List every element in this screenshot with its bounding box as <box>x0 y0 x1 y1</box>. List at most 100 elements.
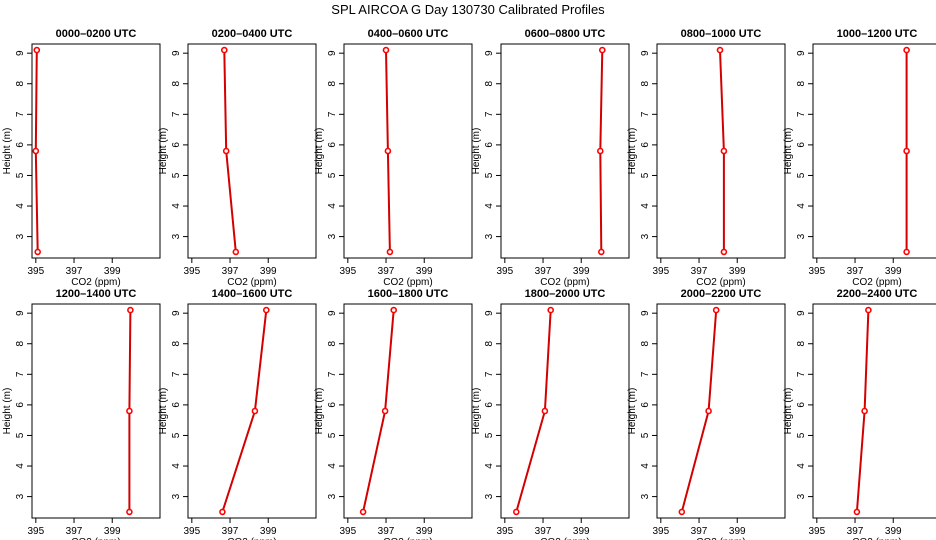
x-tick-label: 399 <box>729 266 746 277</box>
x-tick-label: 397 <box>378 526 395 537</box>
data-point <box>720 147 728 155</box>
x-tick-label: 395 <box>27 526 44 537</box>
plot-frame <box>343 43 473 259</box>
page-title: SPL AIRCOA G Day 130730 Calibrated Profi… <box>331 2 605 17</box>
y-tick-label: 5 <box>171 172 182 178</box>
y-tick-label: 9 <box>484 310 495 316</box>
y-tick-label: 9 <box>171 310 182 316</box>
y-tick-label: 9 <box>171 50 182 56</box>
y-tick-label: 8 <box>327 341 338 347</box>
y-tick-label: 6 <box>15 402 26 408</box>
y-tick-label: 4 <box>327 203 338 209</box>
y-tick-label: 5 <box>640 172 651 178</box>
y-tick-label: 5 <box>15 172 26 178</box>
y-tick-label: 5 <box>484 172 495 178</box>
data-point <box>716 46 724 54</box>
x-tick-label: 399 <box>416 266 433 277</box>
y-axis-label: Height (m) <box>314 128 325 175</box>
data-point <box>127 306 134 314</box>
data-point <box>219 508 226 516</box>
y-tick-label: 9 <box>796 50 807 56</box>
plot-frame <box>31 303 161 519</box>
y-tick-label: 6 <box>171 142 182 148</box>
x-tick-label: 399 <box>573 266 590 277</box>
y-tick-label: 8 <box>484 81 495 87</box>
y-axis-label: Height (m) <box>627 128 638 175</box>
y-tick-label: 5 <box>327 432 338 438</box>
data-point <box>359 508 367 516</box>
y-tick-label: 7 <box>640 371 651 377</box>
x-axis-label: CO2 (ppm) <box>540 277 589 288</box>
x-tick-label: 397 <box>691 526 708 537</box>
y-tick-label: 9 <box>640 50 651 56</box>
x-tick-label: 395 <box>808 266 825 277</box>
y-tick-label: 7 <box>640 111 651 117</box>
y-tick-label: 5 <box>796 432 807 438</box>
y-axis-label: Height (m) <box>783 128 794 175</box>
data-point <box>861 407 868 415</box>
data-point <box>547 306 555 314</box>
y-tick-label: 4 <box>327 463 338 469</box>
plot-frame <box>187 303 317 519</box>
x-tick-label: 395 <box>652 266 669 277</box>
y-tick-label: 3 <box>327 493 338 499</box>
panel-title: 1600–1800 UTC <box>368 288 449 300</box>
panel-title: 1200–1400 UTC <box>56 288 137 300</box>
x-tick-label: 399 <box>104 266 121 277</box>
x-tick-label: 399 <box>260 266 277 277</box>
y-tick-label: 4 <box>640 463 651 469</box>
data-point <box>853 508 861 516</box>
x-axis-label: CO2 (ppm) <box>540 537 589 540</box>
x-tick-label: 399 <box>885 526 902 537</box>
x-tick-label: 399 <box>416 526 433 537</box>
data-point <box>541 407 549 415</box>
y-tick-label: 9 <box>484 50 495 56</box>
y-tick-label: 9 <box>640 310 651 316</box>
y-tick-label: 3 <box>171 233 182 239</box>
y-tick-label: 7 <box>796 111 807 117</box>
data-point <box>678 508 686 516</box>
x-axis-label: CO2 (ppm) <box>852 277 901 288</box>
y-tick-label: 5 <box>796 172 807 178</box>
plot-frame <box>812 43 936 259</box>
y-tick-label: 4 <box>171 203 182 209</box>
y-tick-label: 5 <box>640 432 651 438</box>
y-tick-label: 7 <box>15 371 26 377</box>
plot-frame <box>343 303 473 519</box>
panel-title: 2000–2200 UTC <box>681 288 762 300</box>
y-axis-label: Height (m) <box>471 128 482 175</box>
y-tick-label: 3 <box>171 493 182 499</box>
y-tick-label: 4 <box>796 463 807 469</box>
y-tick-label: 6 <box>484 402 495 408</box>
data-point <box>32 147 40 155</box>
data-point <box>390 306 398 314</box>
y-tick-label: 3 <box>15 233 26 239</box>
x-axis-label: CO2 (ppm) <box>696 277 745 288</box>
x-tick-label: 397 <box>222 526 239 537</box>
y-tick-label: 3 <box>15 493 26 499</box>
y-tick-label: 6 <box>171 402 182 408</box>
data-point <box>251 407 259 415</box>
y-tick-label: 4 <box>796 203 807 209</box>
y-tick-label: 8 <box>484 341 495 347</box>
data-point <box>222 147 230 155</box>
x-tick-label: 397 <box>691 266 708 277</box>
y-axis-label: Height (m) <box>471 388 482 435</box>
data-point <box>221 46 228 54</box>
x-tick-label: 397 <box>847 266 864 277</box>
data-point <box>386 248 394 256</box>
panel-title: 0800–1000 UTC <box>681 28 762 40</box>
plot-frame <box>500 43 630 259</box>
data-point <box>705 407 712 415</box>
panel-title: 1800–2000 UTC <box>525 288 606 300</box>
data-point <box>232 248 240 256</box>
y-tick-label: 4 <box>171 463 182 469</box>
y-tick-label: 6 <box>796 142 807 148</box>
y-tick-label: 9 <box>327 310 338 316</box>
